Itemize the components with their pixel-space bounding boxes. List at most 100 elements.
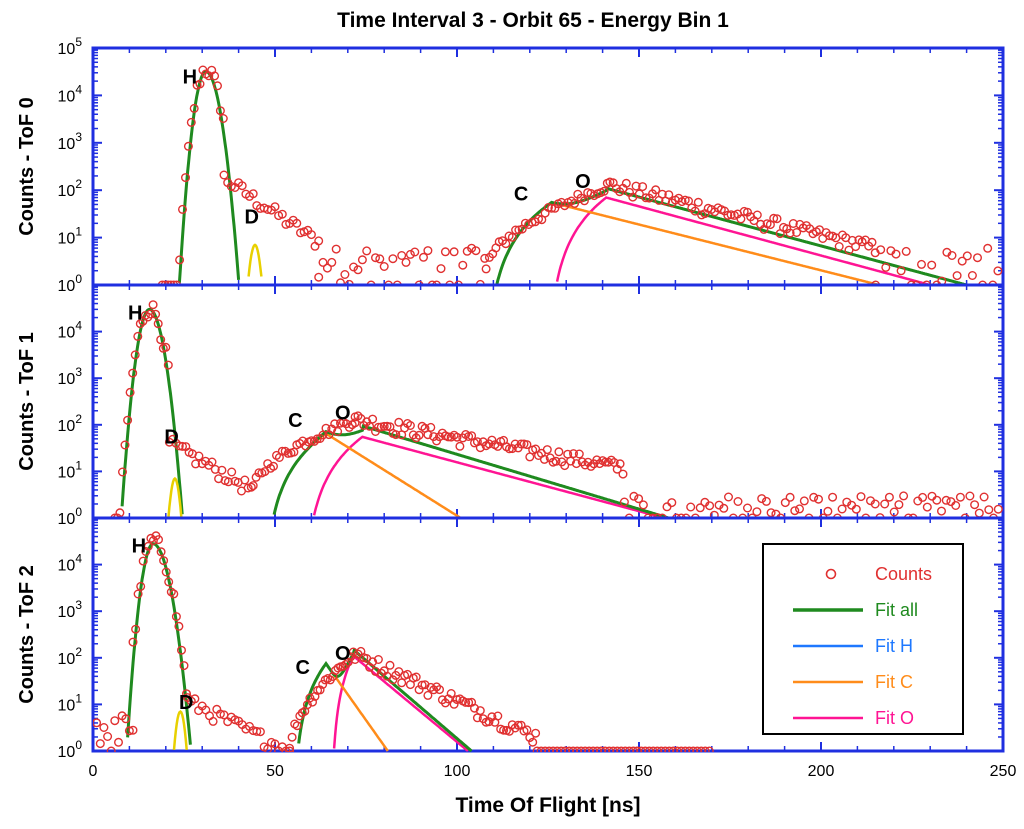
- legend: Counts Fit all Fit H Fit C Fit O: [762, 543, 964, 735]
- counts-point: [501, 239, 511, 249]
- counts-point: [974, 508, 984, 518]
- counts-point: [128, 637, 138, 647]
- counts-point: [414, 685, 424, 695]
- counts-point: [867, 237, 877, 247]
- counts-point: [449, 247, 459, 257]
- legend-label-fit_h: Fit H: [875, 636, 913, 656]
- counts-point: [141, 547, 151, 557]
- counts-point: [785, 492, 795, 502]
- counts-point: [580, 460, 590, 470]
- y-tick-label: 103: [58, 130, 83, 153]
- counts-point: [344, 422, 354, 432]
- counts-point: [899, 491, 909, 501]
- counts-point: [511, 225, 521, 235]
- counts-point: [400, 423, 410, 433]
- y-tick-label: 102: [58, 412, 83, 435]
- counts-point: [766, 508, 776, 518]
- counts-point: [113, 737, 123, 747]
- counts-point: [251, 472, 261, 482]
- panel-tof-0: 100 101 102 103 104 105 Counts - ToF 0 H D C O: [16, 35, 1005, 295]
- panel-tof-1: 100 101 102 103 104 Counts - ToF 1 H D C O: [16, 283, 1005, 528]
- counts-point: [308, 697, 318, 707]
- counts-point: [927, 260, 937, 270]
- counts-point: [480, 253, 490, 263]
- counts-point: [629, 491, 639, 501]
- counts-point: [638, 182, 648, 192]
- x-tick-label: 100: [444, 763, 471, 780]
- counts-point: [195, 79, 205, 89]
- counts-point: [522, 725, 532, 735]
- counts-point: [695, 503, 705, 513]
- counts-point: [927, 491, 937, 501]
- counts-point: [388, 254, 398, 264]
- legend-label-counts: Counts: [875, 564, 932, 584]
- species-label-o: O: [575, 171, 591, 193]
- counts-point: [391, 430, 401, 440]
- counts-point: [566, 456, 576, 466]
- counts-point: [889, 507, 899, 517]
- counts-point: [452, 432, 462, 442]
- counts-point: [375, 254, 385, 264]
- counts-point: [539, 454, 549, 464]
- fit-c-curve: [495, 201, 880, 286]
- panel-frame: [91, 516, 1005, 753]
- counts-point: [951, 501, 961, 511]
- counts-point: [318, 679, 328, 689]
- counts-point: [212, 81, 222, 91]
- counts-point: [752, 210, 762, 220]
- counts-point: [341, 660, 351, 670]
- counts-point: [726, 210, 736, 220]
- counts-markers: [93, 531, 714, 752]
- panel-tof-2: 100 101 102 103 104 0 50 100 150 200 250 Counts - T…: [16, 516, 1017, 780]
- counts-point: [780, 498, 790, 508]
- counts-point: [664, 190, 674, 200]
- counts-point: [792, 227, 802, 237]
- counts-point: [411, 672, 421, 682]
- x-tick-label: 250: [990, 763, 1017, 780]
- counts-point: [993, 266, 1003, 276]
- fit-all-h-curve: [177, 69, 241, 283]
- species-label-d: D: [179, 692, 193, 714]
- counts-point: [470, 703, 480, 713]
- counts-point: [571, 459, 581, 469]
- y-tick-label: 100: [58, 505, 83, 528]
- counts-point: [240, 475, 250, 485]
- counts-point: [133, 589, 143, 599]
- counts-point: [736, 214, 746, 224]
- counts-point: [156, 335, 166, 345]
- counts-point: [330, 419, 340, 429]
- counts-point: [181, 689, 191, 699]
- counts-point: [194, 451, 204, 461]
- counts-point: [757, 494, 767, 504]
- fit-all-co-curve: [297, 647, 473, 752]
- counts-point: [217, 465, 227, 475]
- counts-point: [446, 689, 456, 699]
- species-label-h: H: [128, 303, 142, 325]
- counts-point: [179, 661, 189, 671]
- counts-point: [493, 441, 503, 451]
- counts-point: [937, 506, 947, 516]
- counts-point: [595, 459, 605, 469]
- counts-point: [795, 504, 805, 514]
- counts-point: [880, 499, 890, 509]
- counts-point: [962, 251, 972, 261]
- counts-point: [952, 271, 962, 281]
- counts-point: [799, 496, 809, 506]
- counts-point: [379, 421, 389, 431]
- counts-point: [99, 723, 109, 733]
- counts-point: [110, 716, 120, 726]
- counts-point: [287, 732, 297, 742]
- counts-point: [349, 262, 359, 272]
- counts-point: [896, 266, 906, 276]
- counts-point: [449, 699, 459, 709]
- legend-marker-counts: [825, 568, 837, 580]
- counts-point: [306, 230, 316, 240]
- counts-point: [153, 319, 163, 329]
- counts-point: [657, 189, 667, 199]
- species-label-h: H: [183, 66, 197, 88]
- fit-d-curve: [167, 476, 183, 518]
- y-tick-label: 102: [58, 177, 83, 200]
- counts-point: [93, 718, 102, 728]
- counts-point: [542, 445, 552, 455]
